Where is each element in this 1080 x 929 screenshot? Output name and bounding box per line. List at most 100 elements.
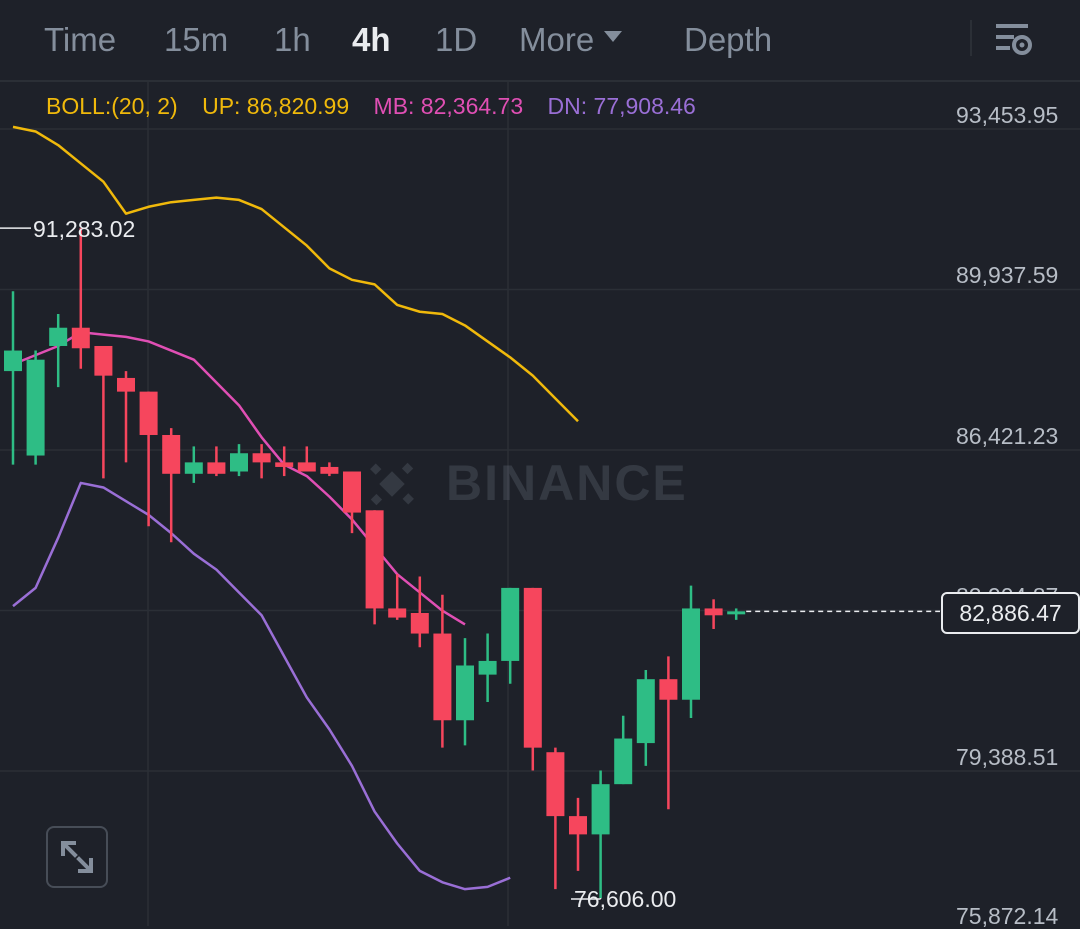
- candle: [343, 471, 361, 534]
- y-axis-label: 79,388.51: [956, 744, 1059, 770]
- candle: [433, 594, 452, 748]
- boll-name: BOLL:(20, 2): [46, 93, 178, 119]
- candle: [501, 587, 520, 684]
- toolbar-divider: [970, 20, 972, 56]
- boll-up-line: [12, 125, 579, 423]
- candle: [682, 585, 700, 718]
- boll-up-value: UP: 86,820.99: [202, 93, 350, 119]
- high-price-annotation: 91,283.02: [33, 216, 136, 242]
- candle: [94, 345, 113, 479]
- candle-body: [94, 345, 113, 376]
- candle: [523, 587, 542, 771]
- binance-logo-icon: [370, 462, 414, 506]
- chart-settings-icon[interactable]: [990, 16, 1036, 62]
- tab-more-label: More: [519, 21, 595, 58]
- candle: [207, 446, 226, 477]
- candle-body: [523, 587, 542, 748]
- expand-arrows-icon: [61, 841, 93, 873]
- boll-dn-value: DN: 77,908.46: [547, 93, 696, 119]
- candle-body: [275, 462, 294, 467]
- candle: [71, 228, 90, 369]
- candle-body: [297, 462, 316, 472]
- boll-dn-line: [12, 481, 511, 891]
- candle-body: [117, 377, 135, 392]
- candle: [320, 462, 339, 477]
- candle-body: [49, 327, 68, 346]
- candle-body: [659, 679, 678, 700]
- candle-body: [343, 471, 361, 513]
- candle-body: [614, 738, 633, 785]
- candle-body: [704, 608, 723, 616]
- caret-down-icon: [604, 30, 623, 42]
- price-markers: [0, 227, 940, 900]
- candle: [297, 446, 316, 472]
- tab-4h[interactable]: 4h: [352, 21, 391, 58]
- candle: [727, 608, 746, 620]
- candle-body: [501, 587, 520, 661]
- candle-body: [433, 633, 452, 721]
- candle-body: [388, 608, 407, 618]
- candle: [478, 633, 497, 703]
- candle: [659, 656, 678, 810]
- candle-body: [162, 434, 181, 474]
- y-axis-label: 86,421.23: [956, 423, 1059, 449]
- candle: [456, 638, 474, 746]
- candle-body: [727, 611, 746, 615]
- candle-body: [569, 816, 587, 835]
- candle-body: [4, 350, 22, 372]
- candle-body: [365, 510, 384, 609]
- candle: [139, 391, 158, 527]
- candle-body: [591, 784, 610, 835]
- y-axis-label: 75,872.14: [956, 903, 1059, 929]
- tab-1h[interactable]: 1h: [274, 21, 311, 58]
- candle: [49, 314, 68, 388]
- candle-body: [546, 752, 565, 817]
- low-price-annotation: 76,606.00: [574, 886, 677, 912]
- binance-watermark: BINANCE: [370, 455, 688, 511]
- candle: [275, 446, 294, 477]
- candle-body: [26, 359, 45, 456]
- current-price-label: 82,886.47: [941, 592, 1080, 634]
- boll-mb-value: MB: 82,364.73: [373, 93, 524, 119]
- candle: [410, 576, 429, 648]
- watermark-text: BINANCE: [446, 455, 688, 511]
- candle-body: [252, 453, 271, 463]
- candle: [4, 291, 22, 465]
- candle: [252, 444, 271, 479]
- candle-body: [207, 462, 226, 474]
- candle-body: [320, 466, 339, 474]
- y-axis-label: 89,937.59: [956, 262, 1059, 288]
- tab-more[interactable]: More: [519, 20, 623, 60]
- candle: [26, 350, 45, 465]
- candle: [704, 599, 723, 629]
- candle: [388, 574, 407, 620]
- tab-time[interactable]: Time: [44, 21, 117, 58]
- candle-body: [682, 608, 700, 700]
- candle-body: [478, 660, 497, 675]
- candle-body: [184, 462, 203, 474]
- candle-body: [71, 327, 90, 349]
- candle: [636, 670, 655, 766]
- candle: [569, 797, 587, 871]
- expand-chart-button[interactable]: [46, 826, 108, 888]
- candle: [117, 371, 135, 463]
- candle-body: [636, 679, 655, 744]
- tab-1d[interactable]: 1D: [435, 21, 478, 58]
- tab-15m[interactable]: 15m: [164, 21, 229, 58]
- candle: [184, 446, 203, 483]
- candle: [230, 444, 248, 477]
- boll-legend: BOLL:(20, 2) UP: 86,820.99 MB: 82,364.73…: [46, 92, 714, 120]
- y-axis-label: 93,453.95: [956, 102, 1059, 128]
- candle: [614, 715, 633, 785]
- candles: [4, 228, 746, 899]
- candle-body: [410, 613, 429, 634]
- candle-body: [456, 665, 474, 721]
- candle: [365, 510, 384, 625]
- candle: [546, 747, 565, 890]
- interval-toolbar: Time 15m 1h 4h 1D More Depth: [0, 0, 1080, 82]
- candle-body: [139, 391, 158, 435]
- candle: [162, 428, 181, 543]
- tab-depth[interactable]: Depth: [684, 21, 773, 58]
- candle: [591, 770, 610, 899]
